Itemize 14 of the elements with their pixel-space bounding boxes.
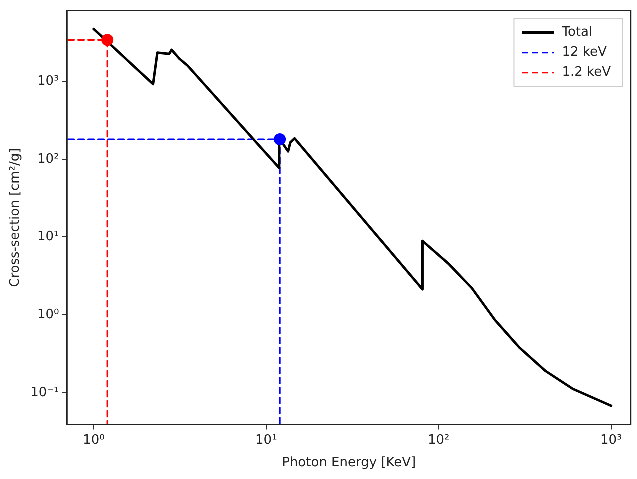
x-tick-label: 10³	[600, 432, 622, 448]
y-tick-label: 10⁰	[37, 307, 60, 322]
legend-label: 1.2 keV	[562, 65, 612, 80]
legend-label: 12 keV	[562, 45, 607, 60]
y-tick-label: 10⁻¹	[30, 385, 60, 400]
y-tick-label: 10³	[37, 74, 60, 89]
y-tick-label: 10²	[37, 152, 60, 167]
y-axis-title: Cross-section [cm²/g]	[8, 148, 24, 288]
x-tick-label: 10¹	[256, 432, 278, 448]
x-tick-label: 10⁰	[83, 432, 105, 448]
legend-label: Total	[561, 25, 593, 40]
x-tick-label: 10²	[428, 432, 450, 448]
y-tick-label: 10¹	[37, 230, 60, 245]
x-axis-title: Photon Energy [KeV]	[282, 456, 416, 471]
